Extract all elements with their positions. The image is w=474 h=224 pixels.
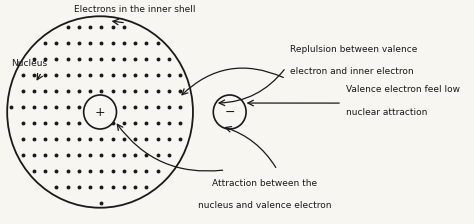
Text: Attraction between the: Attraction between the [212,179,317,188]
Ellipse shape [83,95,117,129]
Text: Electrons in the inner shell: Electrons in the inner shell [74,5,195,14]
Text: nucleus and valence electron: nucleus and valence electron [198,201,331,210]
Text: electron and inner electron: electron and inner electron [290,67,414,76]
Text: Valence electron feel low: Valence electron feel low [346,85,460,94]
Text: Nucleus: Nucleus [11,58,47,67]
Text: nuclear attraction: nuclear attraction [346,108,428,116]
Text: −: − [225,106,235,118]
Ellipse shape [213,95,246,129]
Text: Replulsion between valence: Replulsion between valence [290,45,418,54]
Text: +: + [95,106,105,118]
